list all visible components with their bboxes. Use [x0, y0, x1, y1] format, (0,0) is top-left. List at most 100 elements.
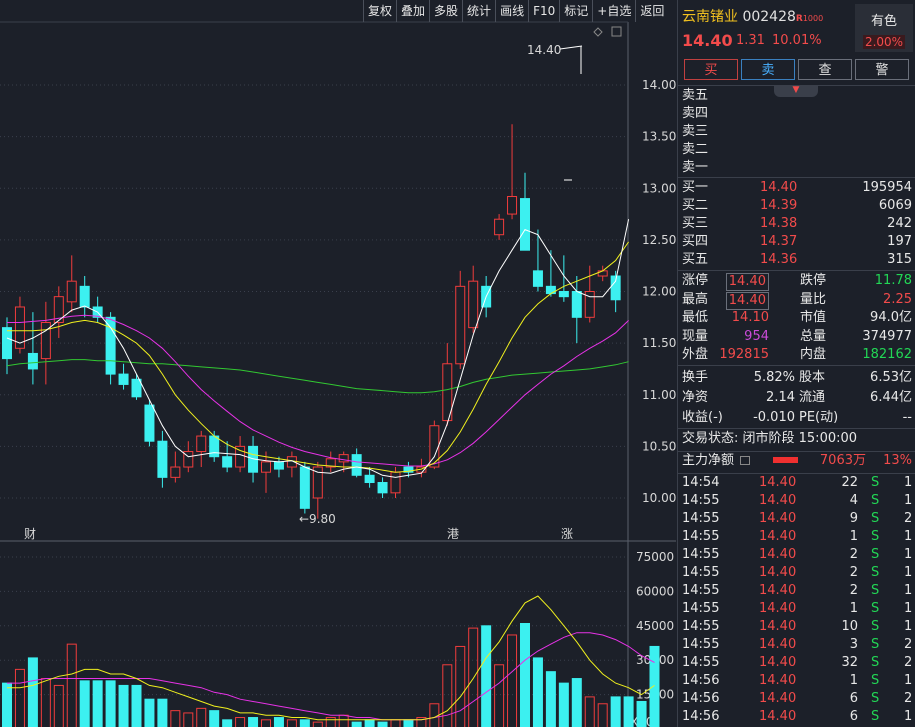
tick-row: 14:55 14.40 2 S 1	[678, 546, 915, 564]
tick-price: 14.40	[759, 619, 797, 634]
tick-price: 14.40	[759, 493, 797, 508]
alert-button[interactable]: 警	[855, 59, 909, 80]
tick-volume: 2	[849, 565, 858, 580]
candle-body	[209, 435, 220, 458]
tick-row: 14:55 14.40 3 S 2	[678, 636, 915, 654]
tick-count: 2	[904, 691, 913, 706]
main-flow-pct: 13%	[883, 453, 912, 468]
candle-body	[157, 440, 168, 478]
bid-row: 买五 14.36 315	[678, 251, 915, 269]
trade-status: 交易状态: 闭市阶段 15:00:00	[678, 430, 915, 448]
toolbar-btn-4[interactable]: 画线	[495, 0, 528, 22]
stat-value: 2.14	[766, 390, 795, 405]
stat-value: 182162	[862, 347, 912, 362]
tick-count: 1	[904, 475, 913, 490]
tick-count: 1	[904, 601, 913, 616]
toolbar-btn-0[interactable]: 复权	[363, 0, 396, 22]
sector-box[interactable]: 有色 2.00%	[855, 4, 913, 52]
list-icon[interactable]	[740, 456, 750, 465]
tick-row: 14:56 14.40 1 S 1	[678, 672, 915, 690]
stat-label: 市值	[800, 310, 827, 325]
candle-body	[235, 445, 246, 468]
candle-body	[222, 456, 233, 468]
tick-count: 1	[904, 547, 913, 562]
bid-volume: 197	[887, 234, 912, 249]
price-change: 1.31	[736, 33, 765, 48]
candle-body	[494, 218, 505, 236]
stat-value: --	[902, 410, 912, 425]
price-change-pct: 10.01%	[772, 33, 822, 48]
volume-bar	[196, 707, 207, 727]
tick-price: 14.40	[759, 673, 797, 688]
stat-label: 外盘	[682, 347, 709, 362]
tick-volume: 2	[849, 547, 858, 562]
stat-label: 量比	[800, 291, 827, 307]
tick-volume: 9	[849, 511, 858, 526]
tick-side: S	[871, 655, 880, 670]
tick-time: 14:56	[682, 709, 720, 724]
tick-volume: 3	[849, 637, 858, 652]
tick-row: 14:55 14.40 1 S 1	[678, 600, 915, 618]
volume-bar	[442, 664, 453, 727]
volume-bar	[571, 678, 582, 727]
stat-value: 374977	[862, 328, 912, 344]
stat-label: 最高	[682, 291, 709, 307]
toolbar-btn-8[interactable]: 返回	[635, 0, 668, 22]
volume-bar	[520, 623, 530, 727]
toolbar-btn-3[interactable]: 统计	[462, 0, 495, 22]
tick-volume: 1	[849, 529, 858, 544]
candle-body	[2, 327, 12, 360]
bid-volume: 242	[887, 216, 912, 231]
volume-bar	[481, 625, 492, 727]
candle-body	[520, 198, 530, 251]
ask-row: 卖五	[678, 87, 915, 105]
volume-bar	[377, 721, 388, 727]
tick-time: 14:55	[682, 511, 720, 526]
volume-bar	[105, 680, 116, 727]
toolbar-btn-7[interactable]: +自选	[592, 0, 635, 22]
volume-bar	[416, 717, 427, 727]
volume-bar	[584, 696, 595, 727]
tick-volume: 32	[841, 655, 858, 670]
candle-body	[377, 482, 388, 494]
ask-row: 卖三	[678, 123, 915, 141]
stock-code: 002428	[742, 9, 796, 25]
candle-body	[584, 291, 595, 318]
stat-label: 换手	[682, 370, 709, 385]
stat-label: 现量	[682, 328, 709, 344]
candle-body	[571, 291, 582, 318]
price-tick-label: 13.00	[642, 181, 676, 195]
toolbar-btn-5[interactable]: F10	[528, 0, 559, 22]
kline-chart[interactable]: 14.00 13.50 13.00 12.50 12.00 11.50 11.00 10.50…	[0, 0, 676, 727]
tick-price: 14.40	[759, 583, 797, 598]
tick-row: 14:55 14.40 4 S 1	[678, 492, 915, 510]
candle-body	[325, 458, 336, 468]
high-price-label: 14.40	[527, 43, 561, 57]
volume-bar	[507, 634, 518, 727]
tick-row: 14:56 14.40 6 S 2	[678, 690, 915, 708]
volume-bar	[27, 657, 38, 727]
candle-body	[545, 285, 556, 295]
volume-bar	[545, 671, 556, 727]
candle-body	[364, 474, 375, 484]
toolbar-btn-1[interactable]: 叠加	[396, 0, 429, 22]
volume-bar	[558, 682, 569, 727]
buy-button[interactable]: 买	[684, 59, 738, 80]
expand-icon[interactable]: ▼	[774, 85, 818, 97]
vol-ma5-line	[7, 595, 655, 721]
toolbar-btn-2[interactable]: 多股	[429, 0, 462, 22]
query-button[interactable]: 查	[798, 59, 852, 80]
stat-value: 6.44亿	[870, 390, 912, 405]
candle-body	[53, 296, 64, 323]
tick-price: 14.40	[759, 547, 797, 562]
toolbar-btn-6[interactable]: 标记	[559, 0, 592, 22]
sell-button[interactable]: 卖	[741, 59, 795, 80]
kline-chart-area[interactable]: 14.00 13.50 13.00 12.50 12.00 11.50 11.00 10.50…	[0, 0, 676, 727]
chart-toolbar: 复权 叠加 多股 统计 画线 F10 标记 +自选 返回	[363, 0, 668, 22]
event-marker: 涨	[561, 526, 573, 541]
ask-row: 卖一	[678, 159, 915, 177]
stat-label: 流通	[799, 390, 826, 405]
stat-row: 最低 14.10 市值 94.0亿	[678, 309, 915, 327]
candle-body	[558, 291, 569, 298]
stat-label: 跌停	[800, 273, 827, 288]
